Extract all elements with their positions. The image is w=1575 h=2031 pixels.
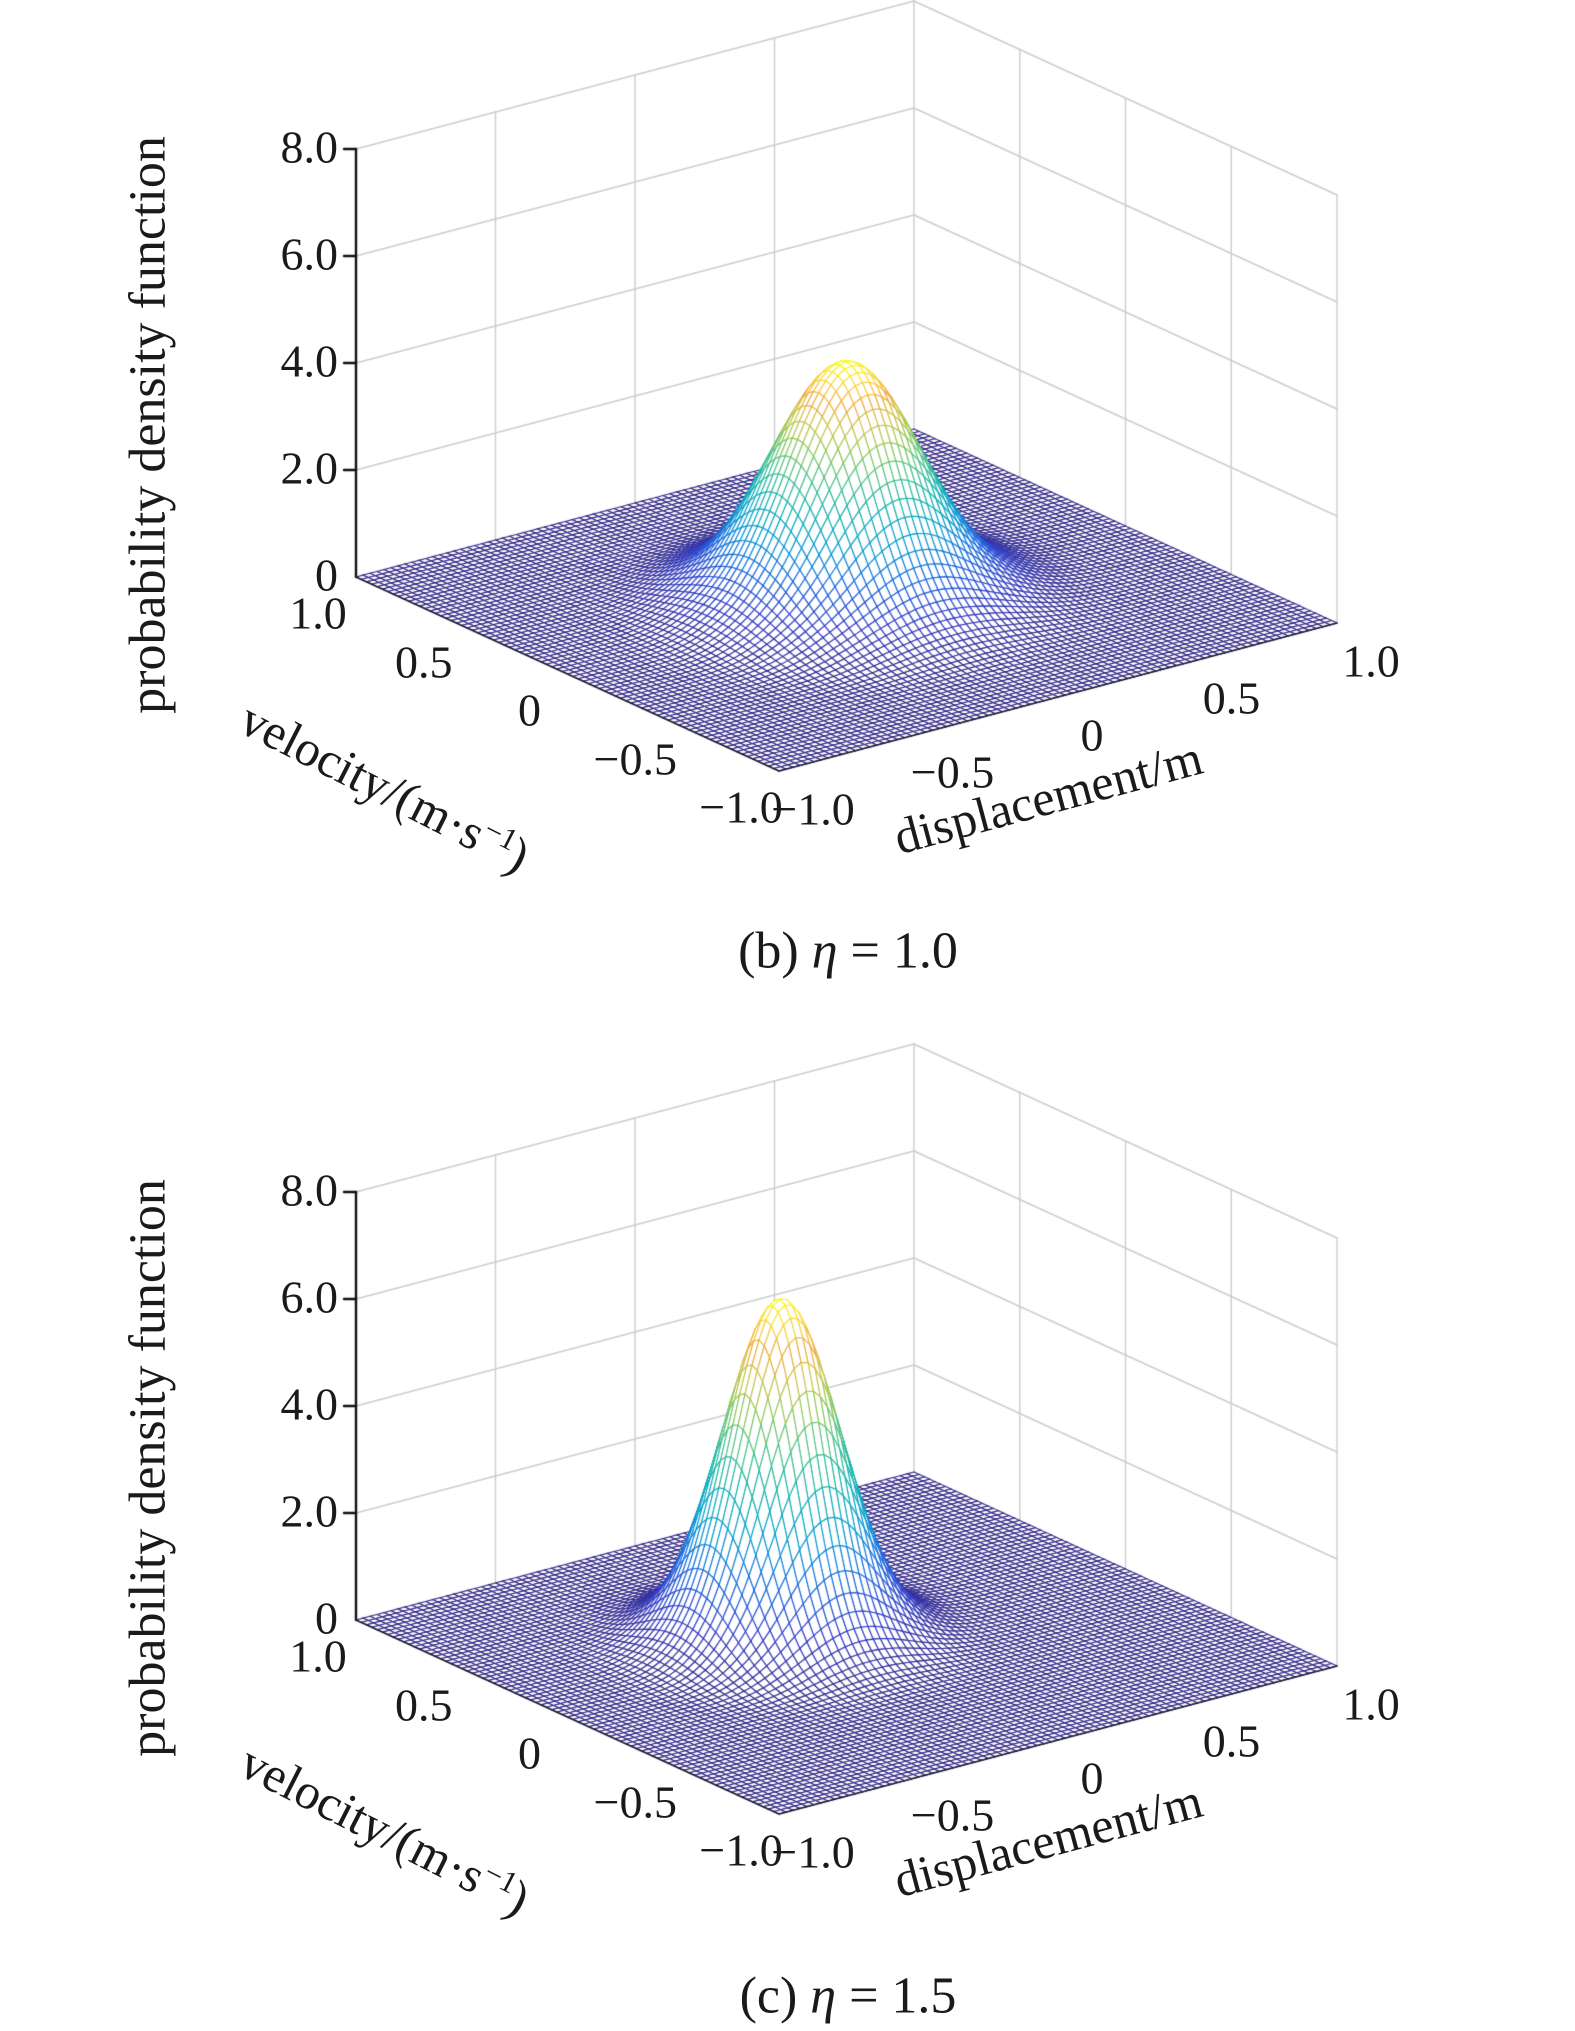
tick-label: 0: [518, 1727, 541, 1779]
tick-label: 0: [1080, 1752, 1104, 1804]
caption-b-value: = 1.0: [837, 922, 958, 980]
tick-label: 0: [1080, 709, 1104, 761]
tick-label: −0.5: [593, 1776, 677, 1827]
caption-c-prefix: (c): [739, 1967, 811, 2025]
tick-label: −0.5: [910, 1789, 995, 1841]
tick-label: 2.0: [280, 1485, 339, 1537]
tick-label: 4.0: [280, 335, 339, 387]
caption-c-eta-symbol: η: [810, 1967, 837, 2025]
tick-label: −0.5: [910, 746, 995, 798]
tick-label: 1.0: [289, 587, 347, 639]
caption-c: (c) η = 1.5: [740, 1967, 957, 2026]
z-axis-title: probability density function: [119, 1179, 177, 1757]
tick-label: 1.0: [289, 1630, 347, 1682]
caption-b: (b) η = 1.0: [738, 922, 958, 981]
tick-label: −1.0: [771, 1826, 855, 1878]
tick-label: −1.0: [699, 1824, 783, 1876]
tick-label: 0.5: [1202, 672, 1261, 724]
tick-label: −1.0: [699, 781, 783, 833]
tick-label: 1.0: [1342, 1678, 1400, 1730]
tick-label: 0: [315, 549, 338, 601]
tick-label: 8.0: [280, 1164, 339, 1216]
tick-label: 6.0: [280, 1271, 339, 1323]
caption-b-eta-symbol: η: [811, 922, 838, 980]
tick-label: 0.5: [1202, 1715, 1261, 1767]
caption-b-prefix: (b): [738, 922, 812, 980]
z-axis-title: probability density function: [119, 136, 177, 714]
tick-label: 4.0: [280, 1378, 339, 1430]
tick-label: 6.0: [280, 228, 339, 280]
tick-label: 0.5: [395, 636, 453, 687]
tick-label: −1.0: [771, 783, 855, 835]
caption-c-value: = 1.5: [836, 1967, 957, 2025]
tick-label: 0: [315, 1592, 338, 1644]
tick-label: −0.5: [593, 733, 677, 784]
tick-label: 2.0: [280, 442, 339, 494]
tick-label: 1.0: [1342, 635, 1400, 687]
tick-label: 0.5: [395, 1679, 453, 1730]
tick-label: 0: [518, 684, 541, 736]
tick-label: 8.0: [280, 121, 339, 173]
